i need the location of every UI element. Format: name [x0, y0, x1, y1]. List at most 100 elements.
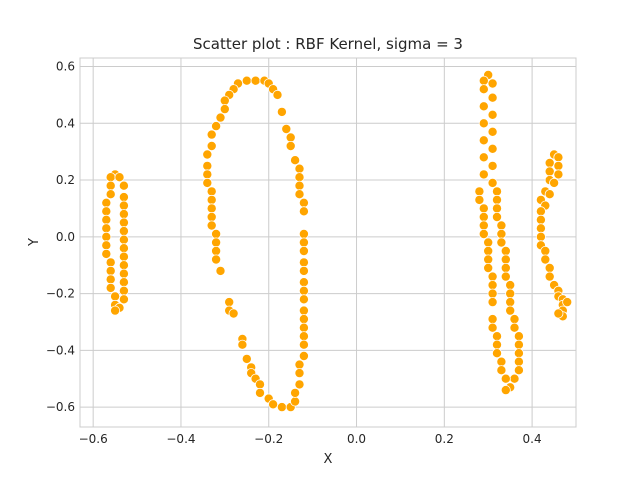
- data-point: [487, 92, 498, 103]
- data-point: [487, 322, 498, 333]
- data-point: [294, 379, 305, 390]
- data-point: [215, 265, 226, 276]
- data-point: [298, 305, 309, 316]
- data-point: [298, 206, 309, 217]
- data-point: [290, 155, 301, 166]
- data-point: [241, 353, 252, 364]
- data-point: [513, 348, 524, 359]
- data-point: [544, 262, 555, 273]
- data-point: [118, 226, 129, 237]
- data-point: [487, 280, 498, 291]
- data-point: [254, 387, 265, 398]
- data-point: [474, 194, 485, 205]
- data-point: [509, 314, 520, 325]
- data-point: [491, 331, 502, 342]
- data-point: [298, 285, 309, 296]
- data-point: [500, 271, 511, 282]
- data-point: [500, 262, 511, 273]
- data-point: [509, 322, 520, 333]
- data-point: [553, 308, 564, 319]
- data-point: [118, 243, 129, 254]
- data-point: [487, 177, 498, 188]
- data-point: [206, 140, 217, 151]
- data-point: [535, 206, 546, 217]
- y-tick-label: 0.4: [56, 116, 75, 130]
- data-point: [487, 271, 498, 282]
- y-tick-label: 0.2: [56, 173, 75, 187]
- data-point: [505, 297, 516, 308]
- data-point: [118, 200, 129, 211]
- data-point: [110, 305, 121, 316]
- x-tick-label: 0.2: [435, 432, 454, 446]
- data-point: [105, 180, 116, 191]
- data-point: [478, 75, 489, 86]
- data-point: [294, 189, 305, 200]
- x-tick-label: −0.2: [254, 432, 283, 446]
- data-point: [105, 172, 116, 183]
- data-point: [544, 189, 555, 200]
- data-point: [290, 387, 301, 398]
- data-point: [298, 197, 309, 208]
- data-point: [228, 308, 239, 319]
- data-point: [224, 297, 235, 308]
- data-point: [294, 368, 305, 379]
- x-tick-labels: −0.6 −0.4 −0.2 0.0 0.2 0.4: [79, 432, 542, 446]
- data-point: [487, 143, 498, 154]
- data-point: [540, 254, 551, 265]
- data-point: [535, 223, 546, 234]
- data-point: [237, 339, 248, 350]
- data-point: [491, 203, 502, 214]
- data-point: [101, 197, 112, 208]
- data-point: [211, 245, 222, 256]
- data-point: [105, 257, 116, 268]
- data-point: [478, 228, 489, 239]
- data-point: [298, 245, 309, 256]
- data-point: [211, 237, 222, 248]
- data-point: [500, 254, 511, 265]
- data-point: [206, 211, 217, 222]
- data-point: [509, 373, 520, 384]
- y-tick-labels: −0.6 −0.4 −0.2 0.0 0.2 0.4 0.6: [46, 60, 75, 415]
- data-point: [540, 245, 551, 256]
- data-point: [487, 78, 498, 89]
- data-point: [211, 121, 222, 132]
- data-point: [290, 396, 301, 407]
- plot-frame: [79, 57, 577, 428]
- data-points: [101, 70, 573, 413]
- data-point: [478, 220, 489, 231]
- data-point: [118, 180, 129, 191]
- data-point: [294, 163, 305, 174]
- data-point: [211, 228, 222, 239]
- data-point: [491, 348, 502, 359]
- data-point: [500, 385, 511, 396]
- data-point: [487, 160, 498, 171]
- y-tick-label: −0.4: [46, 343, 75, 357]
- data-point: [487, 109, 498, 120]
- data-point: [478, 135, 489, 146]
- data-point: [553, 152, 564, 163]
- data-point: [298, 228, 309, 239]
- data-point: [478, 84, 489, 95]
- x-tick-label: −0.4: [166, 432, 195, 446]
- data-point: [544, 157, 555, 168]
- data-point: [105, 265, 116, 276]
- data-point: [496, 365, 507, 376]
- data-point: [105, 282, 116, 293]
- data-point: [241, 75, 252, 86]
- data-point: [285, 140, 296, 151]
- data-point: [118, 209, 129, 220]
- data-point: [294, 180, 305, 191]
- data-point: [298, 331, 309, 342]
- data-point: [219, 104, 230, 115]
- data-point: [110, 291, 121, 302]
- data-point: [101, 206, 112, 217]
- data-point: [478, 203, 489, 214]
- data-point: [298, 237, 309, 248]
- data-point: [206, 220, 217, 231]
- data-point: [544, 271, 555, 282]
- data-point: [505, 280, 516, 291]
- data-point: [118, 234, 129, 245]
- data-point: [478, 211, 489, 222]
- data-point: [298, 277, 309, 288]
